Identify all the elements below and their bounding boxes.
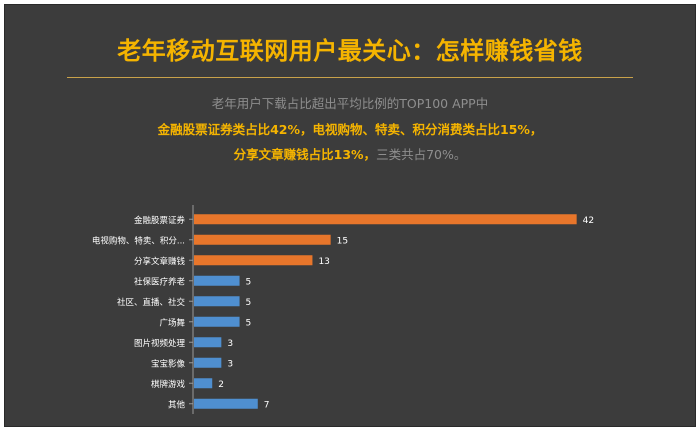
bar	[194, 398, 258, 409]
category-label: 金融股票证券	[134, 215, 186, 226]
data-label: 3	[227, 359, 233, 369]
data-label: 13	[318, 257, 329, 267]
title-divider	[67, 77, 633, 78]
subtitle-line-3-rest: 三类共占70%。	[376, 147, 467, 162]
category-label: 图片视频处理	[134, 338, 186, 349]
subtitle-line-1: 老年用户下载占比超出平均比例的TOP100 APP中	[211, 96, 489, 111]
page-title: 老年移动互联网用户最关心：怎样赚钱省钱	[117, 37, 583, 65]
category-label: 社保医疗养老	[134, 276, 186, 287]
data-label: 3	[227, 339, 233, 349]
category-label: 社区、直播、社交	[117, 297, 186, 308]
bar	[194, 316, 240, 327]
category-label: 分享文章赚钱	[134, 256, 186, 267]
slide: 老年移动互联网用户最关心：怎样赚钱省钱 老年用户下载占比超出平均比例的TOP10…	[4, 4, 696, 427]
subtitle-line-3: 分享文章赚钱占比13%，三类共占70%。	[5, 144, 695, 163]
bar	[194, 275, 240, 286]
bar	[194, 296, 240, 307]
bar	[194, 378, 213, 389]
category-label: 棋牌游戏	[151, 379, 186, 390]
category-label: 广场舞	[159, 317, 185, 328]
category-label: 宝宝影像	[151, 358, 186, 369]
bar-chart: 金融股票证券 42 电视购物、特卖、积分... 15 分享文章赚钱 13 社保医疗养老 5 社区…	[92, 205, 594, 414]
data-label: 2	[218, 380, 224, 390]
data-label: 7	[264, 400, 270, 410]
category-label: 电视购物、特卖、积分...	[92, 235, 185, 246]
subtitle-line-2: 金融股票证券类占比42%，电视购物、特卖、积分消费类占比15%，	[157, 122, 543, 137]
data-label: 5	[246, 318, 252, 328]
bar	[194, 214, 577, 225]
data-label: 42	[583, 216, 594, 226]
data-label: 15	[337, 236, 348, 246]
bar	[194, 234, 331, 245]
data-label: 5	[246, 298, 252, 308]
category-label: 其他	[168, 399, 186, 410]
bar	[194, 255, 313, 266]
data-label: 5	[246, 277, 252, 287]
bar	[194, 337, 222, 348]
bar	[194, 357, 222, 368]
subtitle-line-3-highlight: 分享文章赚钱占比13%，	[233, 147, 377, 162]
